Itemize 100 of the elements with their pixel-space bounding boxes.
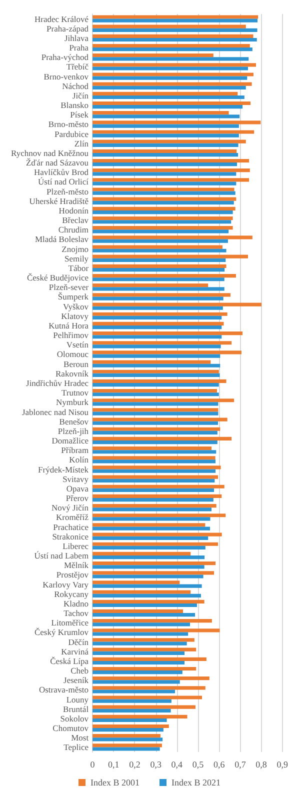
bar (92, 302, 262, 306)
y-tick-label: Kroměříž (56, 512, 89, 522)
bar (92, 542, 218, 546)
y-tick-label: Děčín (68, 636, 90, 647)
bar (92, 82, 252, 86)
bar (92, 418, 228, 422)
bar (92, 226, 233, 230)
bar (92, 364, 220, 368)
bar (92, 216, 233, 220)
y-tick-label: Nymburk (56, 397, 90, 408)
bar (92, 86, 246, 90)
bar (92, 556, 205, 560)
bar (92, 220, 232, 224)
y-tick-label: Semily (64, 253, 90, 264)
bar (92, 666, 196, 671)
bar (92, 469, 216, 473)
bar (92, 562, 216, 566)
bar (92, 565, 204, 569)
bar (92, 149, 237, 153)
bar (92, 335, 222, 339)
bar (92, 306, 223, 310)
y-tick-label: České Budějovice (26, 272, 89, 283)
legend-label: Index B 2021 (172, 778, 220, 788)
bar (92, 130, 254, 134)
bar (92, 508, 212, 512)
bar (92, 162, 238, 166)
y-tick-label: Chrudim (58, 224, 89, 235)
bar (92, 284, 208, 288)
bar (92, 584, 202, 588)
y-tick-label: Karviná (61, 646, 89, 656)
x-tick-label: 0,3 (150, 760, 162, 770)
bar (92, 440, 218, 444)
y-tick-label: Mělník (64, 560, 90, 570)
bar (92, 498, 214, 502)
y-tick-label: Tábor (68, 262, 89, 273)
bar (92, 571, 214, 575)
y-tick-label: Olomouc (56, 349, 89, 360)
bar (92, 590, 191, 594)
bar (92, 450, 216, 454)
bar (92, 638, 194, 642)
y-tick-label: Benešov (59, 416, 90, 426)
bar (92, 714, 188, 718)
bar (92, 312, 228, 316)
x-tick-label: 0,9 (276, 760, 288, 770)
bar (92, 628, 220, 632)
bar (92, 114, 240, 118)
bar (92, 105, 243, 109)
bar (92, 696, 202, 700)
y-tick-label: Brno-venkov (44, 71, 90, 82)
y-tick-label: Ostrava-město (38, 684, 89, 695)
y-tick-label: Příbram (61, 445, 89, 456)
bar (92, 72, 254, 76)
bar (92, 594, 201, 598)
y-tick-label: Šumperk (58, 292, 90, 302)
y-tick-label: Písek (70, 110, 90, 120)
x-tick-label: 0,2 (129, 760, 140, 770)
bar (92, 197, 236, 201)
bar (92, 134, 239, 138)
bar (92, 484, 224, 488)
bar (92, 609, 184, 614)
bar (92, 532, 222, 536)
bar (92, 38, 257, 42)
bar (92, 747, 160, 751)
y-tick-label: Prachatice (53, 522, 89, 532)
y-tick-label: Český Krumlov (34, 627, 90, 638)
y-tick-label: Břeclav (62, 215, 90, 226)
bar (92, 642, 187, 646)
y-tick-label: Louny (66, 694, 90, 704)
bar (92, 168, 250, 172)
bar (92, 436, 232, 441)
bar (92, 546, 206, 550)
bar (92, 699, 172, 703)
y-tick-label: Litoměřice (51, 618, 89, 628)
bar (92, 264, 226, 268)
bar (92, 172, 236, 176)
y-tick-label: Jihlava (64, 32, 89, 43)
bar (92, 322, 224, 326)
bar (92, 206, 236, 210)
bar (92, 95, 244, 100)
bar (92, 408, 218, 412)
bar (92, 54, 214, 58)
bar (92, 287, 224, 291)
y-tick-label: Teplice (64, 742, 89, 752)
y-tick-label: Opava (66, 483, 89, 494)
y-tick-label: Beroun (64, 358, 90, 369)
y-tick-label: Plzeň-jih (58, 426, 90, 436)
y-tick-label: Kutná Hora (48, 320, 89, 330)
y-tick-label: Tachov (64, 608, 90, 618)
bar (92, 182, 236, 186)
bar (92, 354, 220, 358)
bar (92, 466, 221, 470)
bar (92, 76, 248, 80)
y-tick-label: Liberec (62, 540, 89, 551)
bar (92, 690, 176, 694)
y-tick-label: Blansko (60, 100, 89, 110)
y-tick-label: Frýdek-Místek (38, 464, 90, 474)
bar (92, 648, 196, 652)
bar (92, 111, 229, 115)
bar (92, 514, 226, 518)
y-tick-label: Pelhřimov (53, 330, 90, 340)
